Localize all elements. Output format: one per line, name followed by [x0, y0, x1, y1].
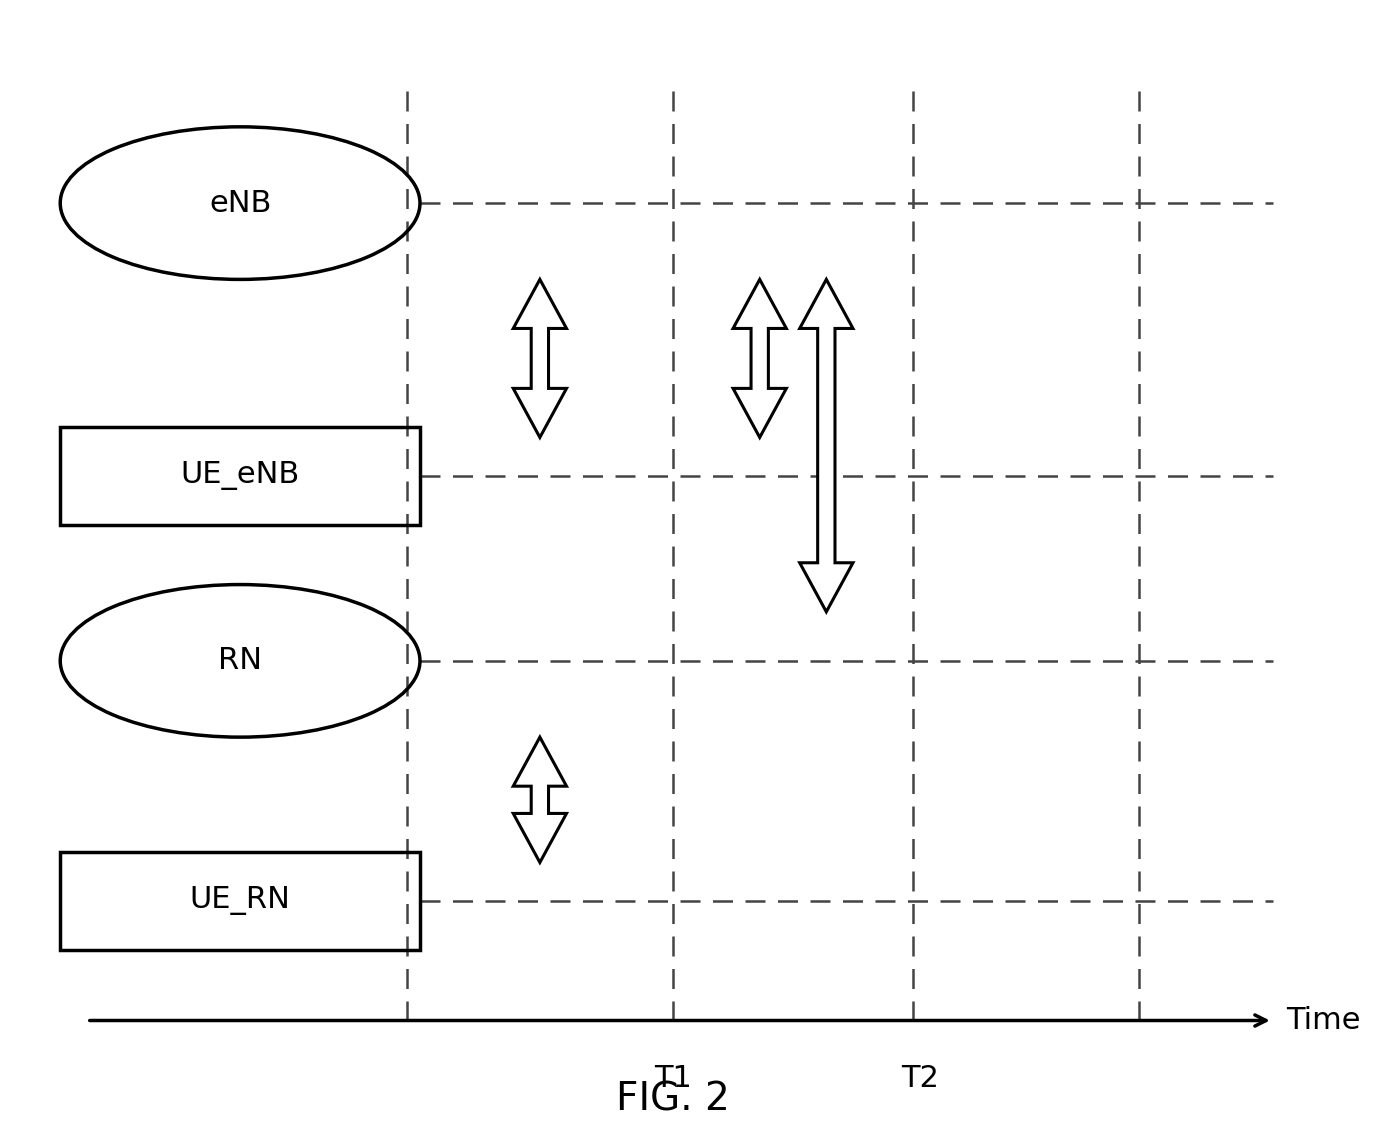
- Text: eNB: eNB: [209, 188, 271, 217]
- Polygon shape: [513, 279, 566, 437]
- Polygon shape: [799, 279, 853, 612]
- Text: UE_eNB: UE_eNB: [181, 461, 300, 490]
- Text: FIG. 2: FIG. 2: [616, 1081, 730, 1119]
- Polygon shape: [513, 738, 566, 862]
- Text: RN: RN: [218, 647, 262, 675]
- Text: Time: Time: [1286, 1006, 1360, 1035]
- Text: T1: T1: [655, 1064, 692, 1093]
- Polygon shape: [733, 279, 787, 437]
- Text: T2: T2: [901, 1064, 938, 1093]
- Text: UE_RN: UE_RN: [190, 886, 291, 915]
